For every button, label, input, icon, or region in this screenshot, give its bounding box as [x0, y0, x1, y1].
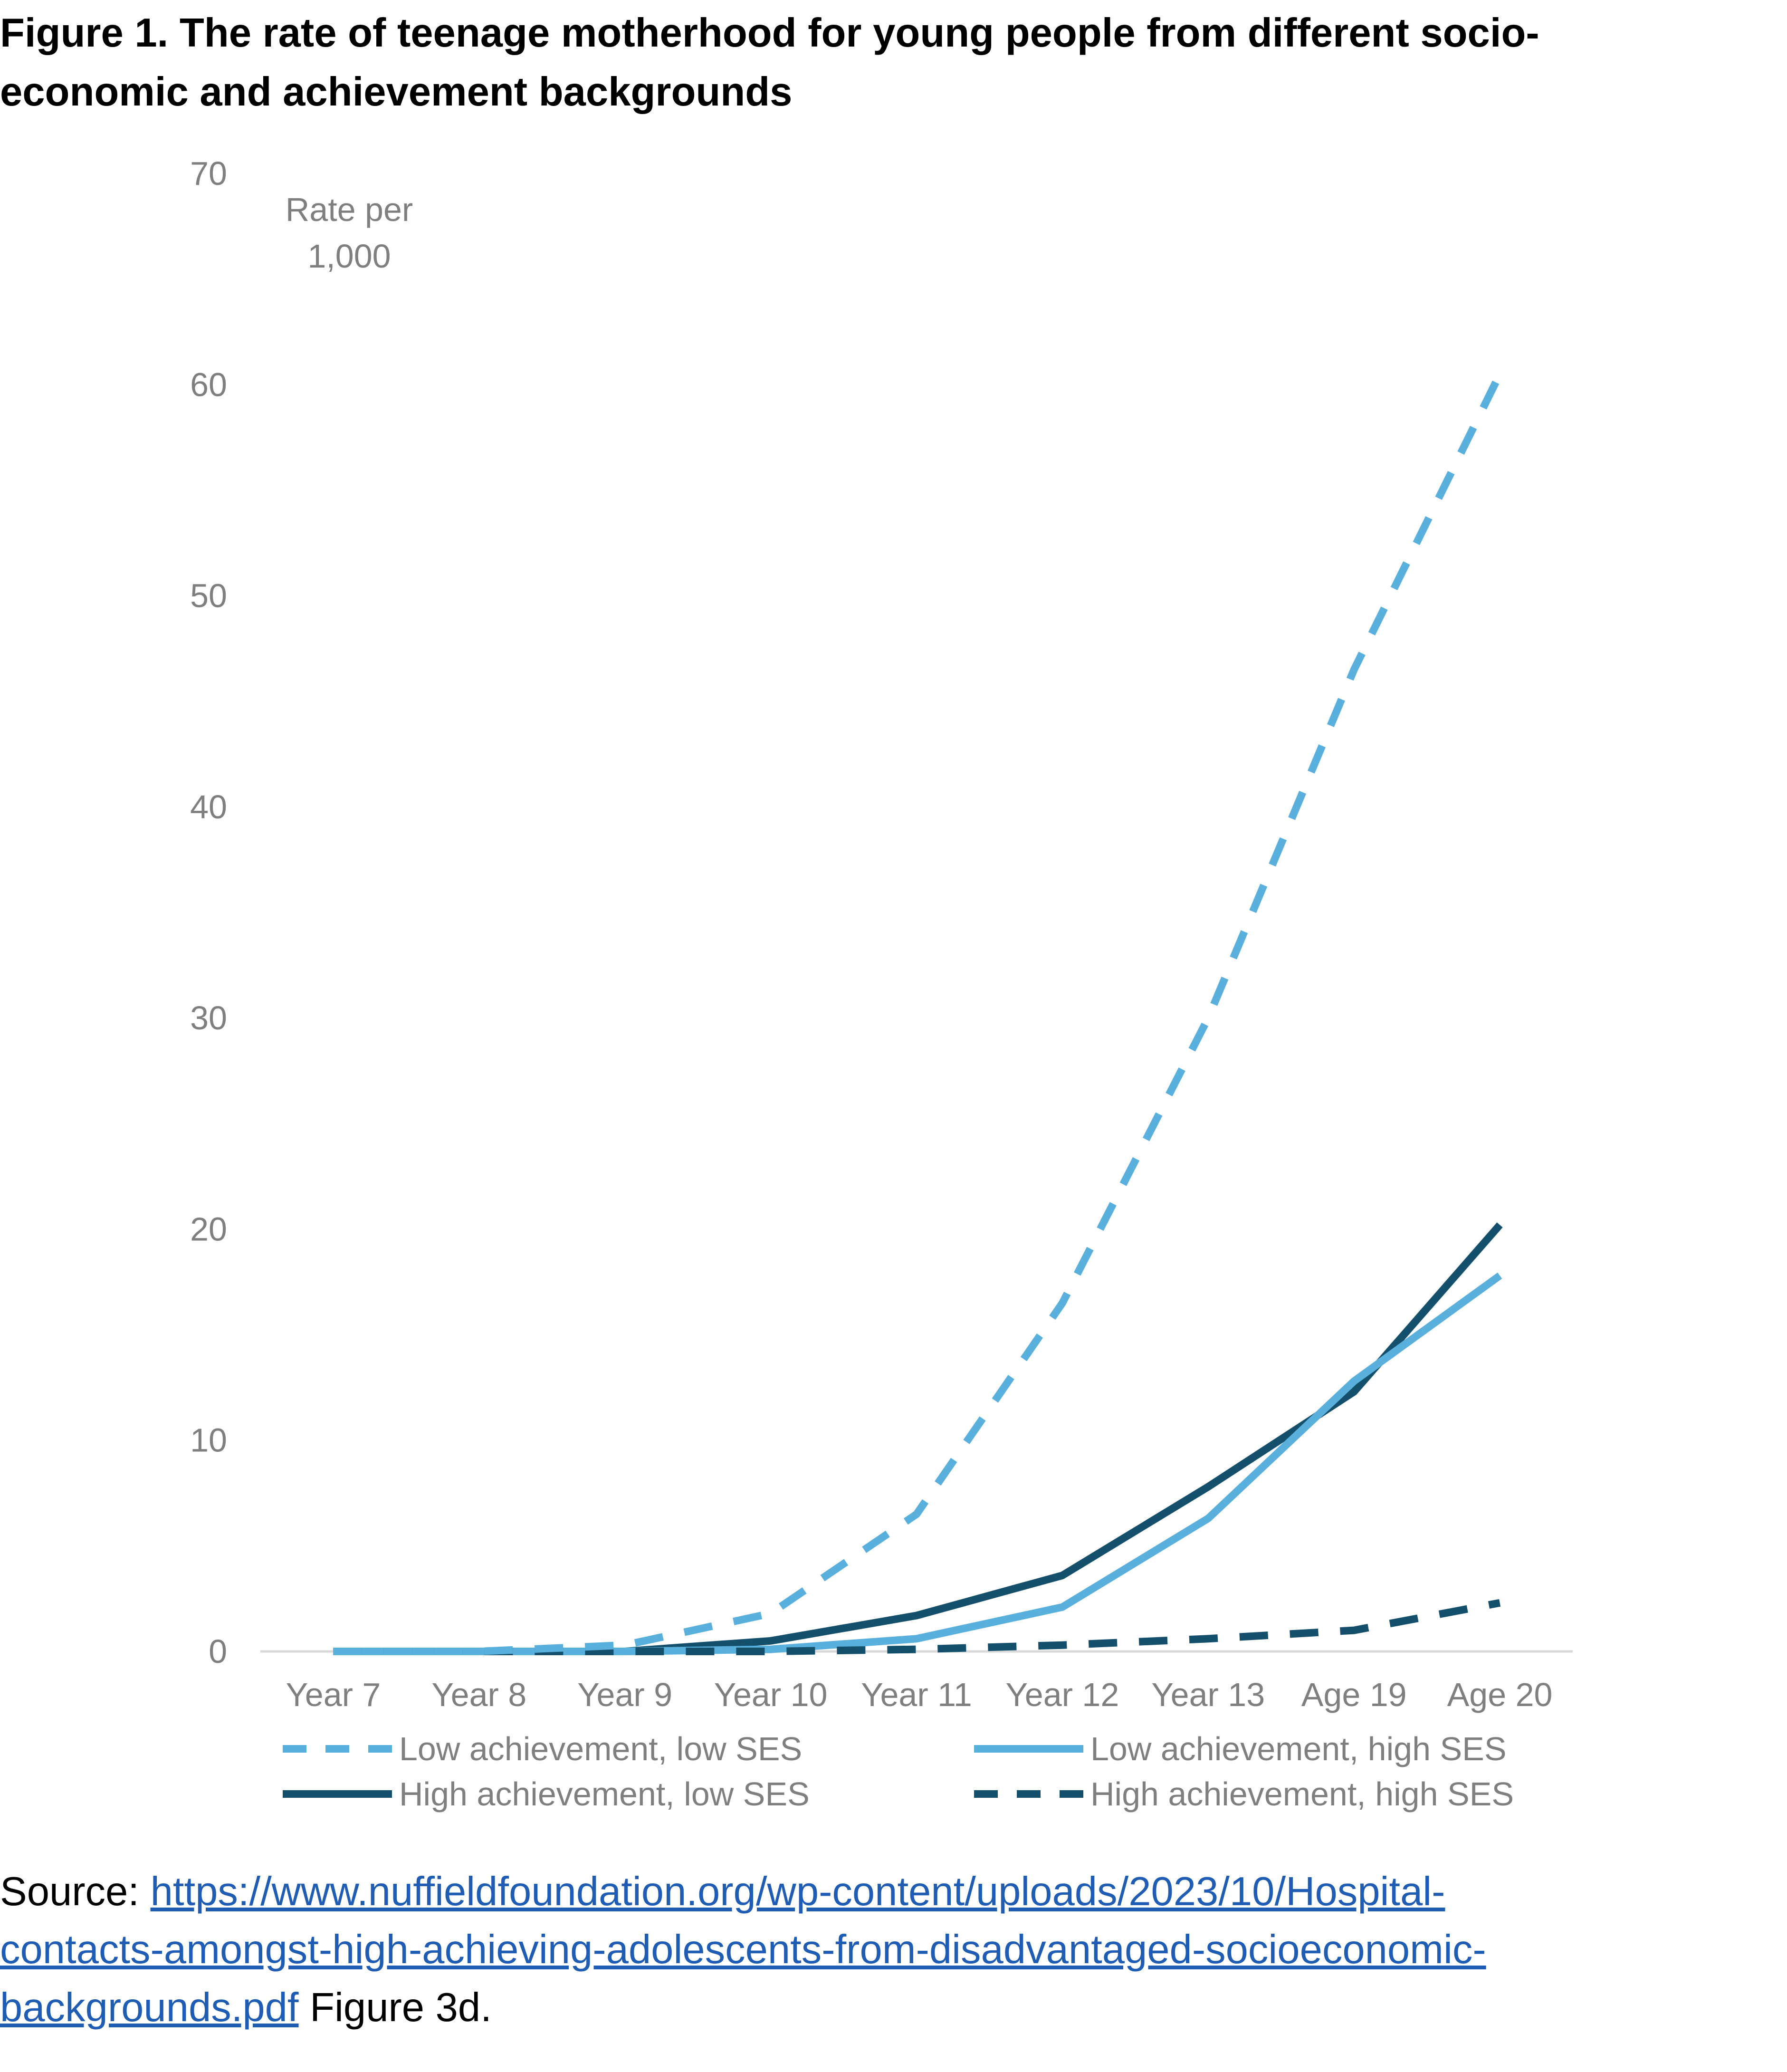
source-line-1: Source: https://www.nuffieldfoundation.o… [0, 1863, 1777, 1921]
x-tick-label: Year 7 [286, 1676, 381, 1713]
source-prefix: Source: [0, 1869, 151, 1914]
x-tick-label: Age 19 [1301, 1676, 1407, 1713]
x-tick-label: Year 8 [431, 1676, 526, 1713]
series-lines [333, 372, 1503, 1655]
y-axis-label-line: 1,000 [307, 238, 391, 275]
series-line [333, 1272, 1502, 1655]
source-link-part-3[interactable]: backgrounds.pdf [0, 1985, 299, 2030]
y-tick-label: 50 [190, 577, 227, 614]
y-tick-label: 30 [190, 999, 227, 1036]
y-axis-ticks: 0 10 20 30 40 50 60 70 [190, 155, 227, 1670]
legend: Low achievement, low SES Low achievement,… [283, 1730, 1514, 1813]
y-tick-label: 10 [190, 1422, 227, 1459]
x-tick-label: Age 20 [1447, 1676, 1553, 1713]
series-line [333, 1222, 1503, 1655]
figure-title-line-1: Figure 1. The rate of teenage motherhood… [0, 10, 1539, 56]
legend-label: Low achievement, high SES [1090, 1730, 1507, 1767]
x-tick-label: Year 12 [1006, 1676, 1119, 1713]
series-line [333, 1599, 1501, 1655]
x-tick-label: Year 9 [577, 1676, 672, 1713]
y-axis-label: Rate per 1,000 [286, 191, 413, 275]
legend-label: High achievement, low SES [399, 1775, 810, 1813]
source-link-part-1[interactable]: https://www.nuffieldfoundation.org/wp-co… [150, 1869, 1445, 1914]
x-tick-label: Year 10 [714, 1676, 828, 1713]
source-note: Source: https://www.nuffieldfoundation.o… [0, 1863, 1777, 2037]
x-tick-label: Year 13 [1151, 1676, 1265, 1713]
y-tick-label: 40 [190, 788, 227, 825]
y-tick-label: 20 [190, 1210, 227, 1247]
legend-label: Low achievement, low SES [399, 1730, 802, 1767]
figure-title-line-2: economic and achievement backgrounds [0, 69, 793, 115]
y-tick-label: 70 [190, 155, 227, 192]
x-axis-ticks: Year 7 Year 8 Year 9 Year 10 Year 11 Year 12 Y… [286, 1676, 1553, 1713]
x-tick-label: Year 11 [861, 1676, 972, 1713]
source-link-part-2[interactable]: contacts-amongst-high-achieving-adolesce… [0, 1927, 1486, 1972]
source-line-2: contacts-amongst-high-achieving-adolesce… [0, 1921, 1777, 1979]
figure-title: Figure 1. The rate of teenage motherhood… [0, 4, 1777, 122]
legend-label: High achievement, high SES [1090, 1775, 1514, 1813]
y-tick-label: 0 [209, 1633, 227, 1670]
y-axis-label-line: Rate per [286, 191, 413, 228]
source-line-3: backgrounds.pdf Figure 3d. [0, 1979, 1777, 2037]
series-line [333, 372, 1503, 1655]
y-tick-label: 60 [190, 366, 227, 403]
source-suffix: Figure 3d. [298, 1985, 492, 2030]
